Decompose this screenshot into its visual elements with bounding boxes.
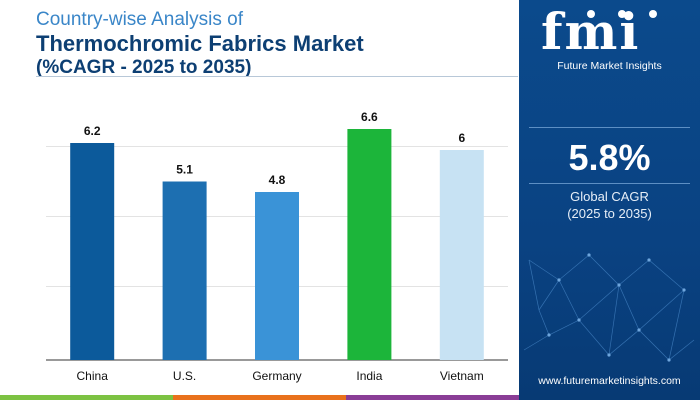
x-tick-label: U.S. <box>173 369 196 383</box>
chart-title-line2: Thermochromic Fabrics Market <box>36 31 364 56</box>
bottom-bar-purple <box>346 395 519 400</box>
chart-title-block: Country-wise Analysis of Thermochromic F… <box>36 8 506 80</box>
bar-chart: 6.2 China 5.1 U.S. 4.8 Germany 6.6 India 6 Vietna… <box>46 110 508 383</box>
bottom-bar-green <box>0 395 173 400</box>
global-cagr-value: 5.8% <box>568 137 651 178</box>
bar-value-label: 4.8 <box>269 173 286 187</box>
x-tick-label: India <box>356 369 382 383</box>
logo-subtitle: Future Market Insights <box>557 60 662 72</box>
global-cagr-label-line1: Global CAGR <box>570 189 649 204</box>
x-tick-label: Germany <box>252 369 301 383</box>
bar-value-label: 6.2 <box>84 124 101 138</box>
global-cagr-label: Global CAGR (2025 to 2035) <box>519 188 700 222</box>
chart-title-line3: (%CAGR - 2025 to 2035) <box>36 57 252 78</box>
summary-panel: fmi Future Market Insights 5.8% Global C… <box>519 0 700 400</box>
x-tick-label: Vietnam <box>440 369 484 383</box>
bar <box>347 129 392 360</box>
bar-value-label: 6.6 <box>361 110 378 124</box>
logo-globe-icons <box>587 10 657 18</box>
bottom-color-bar <box>0 395 519 400</box>
bar-value-label: 5.1 <box>176 163 193 177</box>
network-decoration <box>523 253 695 362</box>
bar <box>439 150 484 360</box>
bar <box>70 143 115 360</box>
bar <box>255 192 299 360</box>
title-divider <box>36 76 518 77</box>
x-tick-label: China <box>77 369 109 383</box>
website-url: www.futuremarketinsights.com <box>538 375 681 387</box>
bottom-bar-orange <box>173 395 346 400</box>
chart-title-line1: Country-wise Analysis of <box>36 9 243 30</box>
bar <box>162 181 207 360</box>
bar-value-label: 6 <box>458 131 465 145</box>
panel-divider-bottom <box>529 183 690 184</box>
panel-divider-top <box>529 127 690 128</box>
fmi-logo: fmi Future Market Insights <box>519 4 700 74</box>
global-cagr-label-line2: (2025 to 2035) <box>567 206 652 221</box>
